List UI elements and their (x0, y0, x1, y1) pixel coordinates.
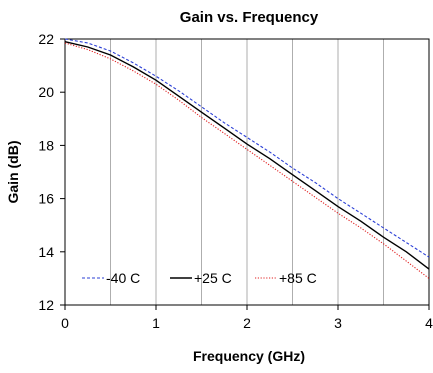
x-tick-label: 2 (243, 315, 251, 331)
plot-grid (111, 39, 384, 305)
legend-label: -40 C (106, 270, 140, 286)
y-axis-title: Gain (dB) (5, 141, 21, 204)
x-tick-label: 3 (334, 315, 342, 331)
x-tick-label: 4 (425, 315, 433, 331)
y-tick-label: 20 (38, 84, 54, 100)
legend-label: +25 C (194, 270, 232, 286)
legend-label: +85 C (279, 270, 317, 286)
legend: -40 C +25 C +85 C (82, 270, 317, 286)
x-tick-label: 0 (61, 315, 69, 331)
y-tick-label: 16 (38, 191, 54, 207)
y-tick-label: 14 (38, 244, 54, 260)
y-tick-label: 12 (38, 297, 54, 313)
chart-title: Gain vs. Frequency (180, 9, 319, 26)
y-tick-label: 22 (38, 31, 54, 47)
x-axis-title: Frequency (GHz) (193, 348, 305, 364)
x-tick-label: 1 (152, 315, 160, 331)
y-tick-label: 18 (38, 137, 54, 153)
